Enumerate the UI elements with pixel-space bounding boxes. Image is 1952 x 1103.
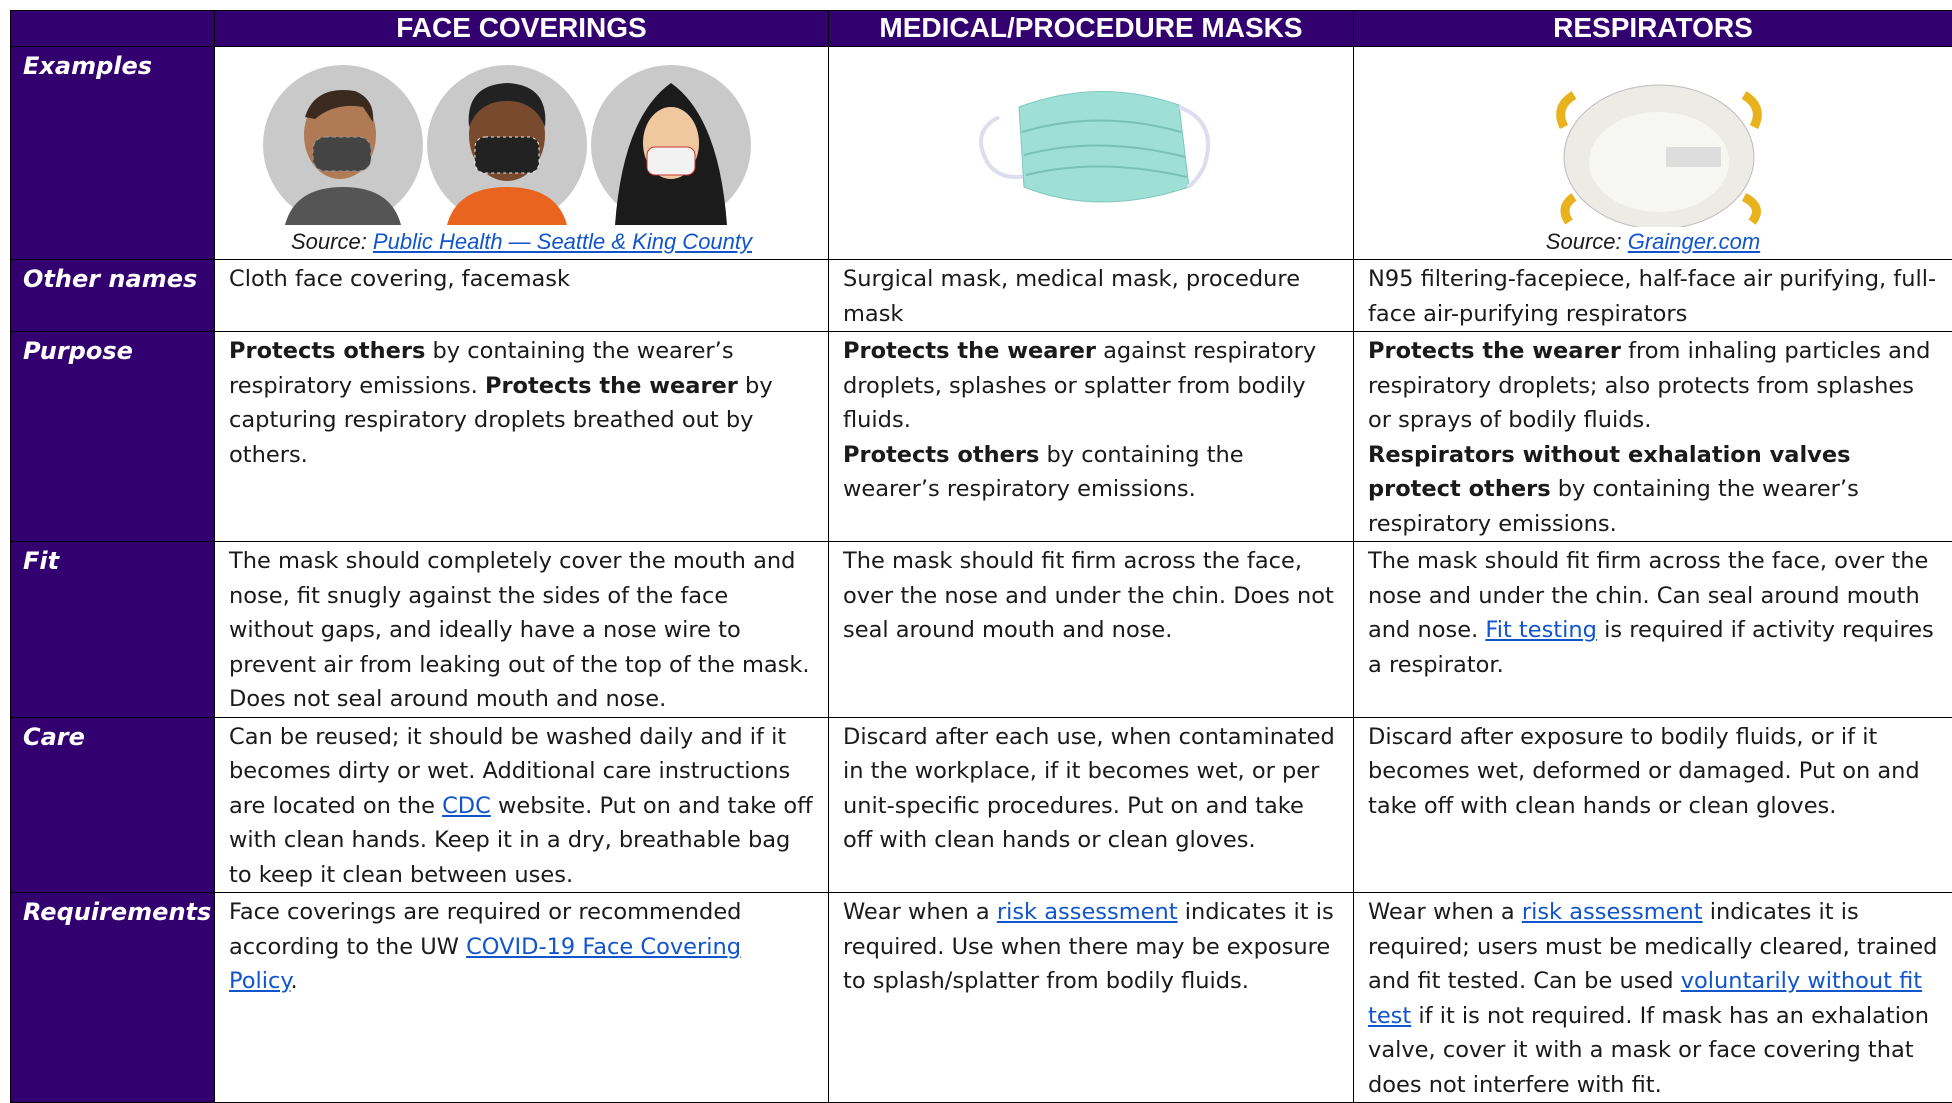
comparison-table: FACE COVERINGS MEDICAL/PROCEDURE MASKS R… [10,10,1952,1103]
text: Wear when a [843,899,997,925]
text: Wear when a [1368,899,1522,925]
procedure-mask-illustration [829,47,1354,247]
row-label: Purpose [11,332,215,542]
row-label: Requirements [11,893,215,1103]
paragraph: Wear when a risk assessment indicates it… [843,895,1339,999]
paragraph: Respirators without exhalation valves pr… [1368,438,1938,542]
paragraph: Protects the wearer against respiratory … [843,334,1339,438]
table-cell: Surgical mask, medical mask, procedure m… [829,260,1354,332]
table-cell: Face coverings are required or recommend… [215,893,829,1103]
text: . [291,968,298,994]
table-cell: Can be reused; it should be washed daily… [215,717,829,893]
column-header: RESPIRATORS [1354,11,1952,47]
paragraph: N95 filtering-facepiece, half-face air p… [1368,262,1938,331]
bold-text: Protects others [843,442,1039,468]
paragraph: Protects the wearer from inhaling partic… [1368,334,1938,438]
row-label: Fit [11,542,215,718]
respirator-illustration [1354,47,1952,227]
table-cell: The mask should fit firm across the face… [829,542,1354,718]
table-cell: Discard after each use, when contaminate… [829,717,1354,893]
paragraph: Can be reused; it should be washed daily… [229,720,814,893]
text: The mask should completely cover the mou… [229,548,810,712]
avatar-mask [313,137,371,171]
avatar-mask [475,137,539,173]
bold-text: Protects the wearer [485,373,738,399]
paragraph: Surgical mask, medical mask, procedure m… [843,262,1339,331]
table-cell: The mask should fit firm across the face… [1354,542,1952,718]
paragraph: Protects others by containing the wearer… [843,438,1339,507]
table-cell: The mask should completely cover the mou… [215,542,829,718]
link[interactable]: Public Health — Seattle & King County [373,229,752,254]
paragraph: Face coverings are required or recommend… [229,895,814,999]
link[interactable]: Fit testing [1485,617,1597,643]
paragraph: Protects others by containing the wearer… [229,334,814,472]
bold-text: Protects others [229,338,425,364]
bold-text: Protects the wearer [1368,338,1621,364]
source-caption: Source: Grainger.com [1354,229,1952,255]
text: Source: [291,229,373,254]
table-cell: N95 filtering-facepiece, half-face air p… [1354,260,1952,332]
row-label: Examples [11,47,215,260]
text: Surgical mask, medical mask, procedure m… [843,266,1300,327]
table-row: Other names Cloth face covering, facemask… [11,260,1952,332]
text: The mask should fit firm across the face… [843,548,1334,643]
link[interactable]: Grainger.com [1628,229,1760,254]
text: Discard after exposure to bodily fluids,… [1368,724,1920,819]
link[interactable]: risk assessment [997,899,1178,925]
text: N95 filtering-facepiece, half-face air p… [1368,266,1936,327]
paragraph: Cloth face covering, facemask [229,262,814,297]
table-body: FACE COVERINGS MEDICAL/PROCEDURE MASKS R… [11,11,1952,1103]
text: Source: [1546,229,1628,254]
paragraph: The mask should fit firm across the face… [1368,544,1938,682]
link[interactable]: risk assessment [1522,899,1703,925]
row-label: Other names [11,260,215,332]
text: if it is not required. If mask has an ex… [1368,1003,1929,1098]
avatar-mask [647,147,695,175]
table-cell: Cloth face covering, facemask [215,260,829,332]
example-cell [829,47,1354,260]
paragraph: Wear when a risk assessment indicates it… [1368,895,1938,1102]
table-cell: Protects the wearer against respiratory … [829,332,1354,542]
example-cell: Source: Grainger.com [1354,47,1952,260]
examples-row: Examples Source: Public Health — Seattle… [11,47,1952,260]
paragraph: The mask should completely cover the mou… [229,544,814,717]
table-cell: Discard after exposure to bodily fluids,… [1354,717,1952,893]
mask [1019,91,1189,202]
table-cell: Protects the wearer from inhaling partic… [1354,332,1952,542]
corner-cell [11,11,215,47]
text: Discard after each use, when contaminate… [843,724,1335,854]
paragraph: Discard after exposure to bodily fluids,… [1368,720,1938,824]
column-header: FACE COVERINGS [215,11,829,47]
row-label: Care [11,717,215,893]
paragraph: The mask should fit firm across the face… [843,544,1339,648]
source-caption: Source: Public Health — Seattle & King C… [215,229,828,255]
paragraph: Discard after each use, when contaminate… [843,720,1339,858]
warning-label [1666,147,1721,167]
header-row: FACE COVERINGS MEDICAL/PROCEDURE MASKS R… [11,11,1952,47]
table-cell: Wear when a risk assessment indicates it… [829,893,1354,1103]
column-header: MEDICAL/PROCEDURE MASKS [829,11,1354,47]
bold-text: Protects the wearer [843,338,1096,364]
table-cell: Protects others by containing the wearer… [215,332,829,542]
table-cell: Wear when a risk assessment indicates it… [1354,893,1952,1103]
face-covering-illustrations [215,47,829,227]
example-cell: Source: Public Health — Seattle & King C… [215,47,829,260]
text: Cloth face covering, facemask [229,266,570,292]
link[interactable]: CDC [442,793,491,819]
